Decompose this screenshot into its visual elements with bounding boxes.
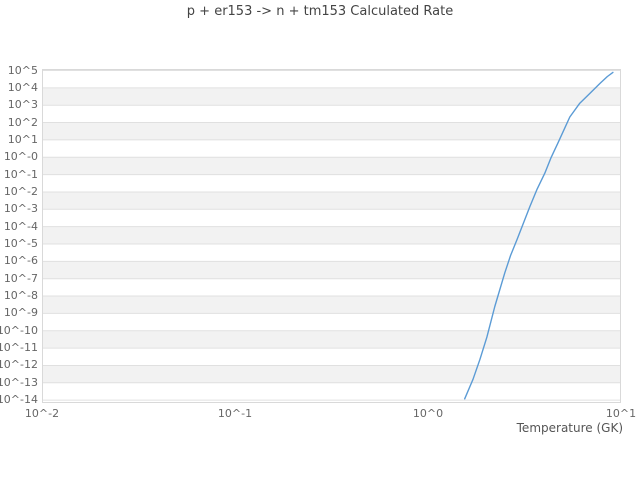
y-tick-label: 10^-8 (3, 289, 38, 303)
decade-band (42, 330, 621, 349)
y-tick-label: 10^-0 (3, 150, 38, 164)
x-tick-label: 10^1 (605, 407, 637, 420)
x-tick-label: 10^-2 (24, 407, 60, 420)
y-tick-label: 10^2 (7, 115, 38, 129)
decade-band (42, 296, 621, 314)
y-tick-label: 10^-1 (3, 167, 38, 181)
x-tick-label: 10^-1 (217, 407, 253, 420)
decade-band (42, 122, 621, 140)
rate-curve (464, 71, 614, 400)
y-tick-label: 10^3 (7, 98, 38, 112)
y-tick-label: 10^-5 (3, 237, 38, 250)
y-tick-label: 10^4 (7, 80, 38, 94)
decade-band (42, 87, 621, 106)
chart-title: p + er153 -> n + tm153 Calculated Rate (186, 4, 454, 19)
y-tick-label: 10^-10 (0, 323, 38, 337)
decade-band (42, 191, 621, 210)
y-tick-label: 10^-11 (0, 341, 38, 355)
decade-band (42, 157, 621, 175)
y-tick-label: 10^-7 (3, 271, 38, 285)
y-tick-label: 10^-9 (3, 306, 38, 320)
decade-band (42, 261, 621, 279)
decade-band (42, 365, 621, 383)
y-tick-label: 10^-14 (0, 393, 38, 407)
y-tick-label: 10^5 (7, 63, 38, 77)
plot-area (42, 69, 621, 403)
y-tick-label: 10^1 (7, 132, 38, 146)
x-axis-title: Temperature (GK) (516, 421, 623, 435)
y-tick-label: 10^-13 (0, 375, 38, 389)
y-tick-label: 10^-4 (3, 219, 38, 233)
plot-border (42, 69, 621, 403)
decade-band (42, 226, 621, 244)
y-tick-label: 10^-3 (3, 202, 38, 216)
y-tick-label: 10^-6 (3, 254, 38, 268)
y-tick-label: 10^-2 (3, 184, 38, 198)
x-tick-label: 10^0 (412, 407, 444, 420)
y-tick-label: 10^-12 (0, 358, 38, 372)
